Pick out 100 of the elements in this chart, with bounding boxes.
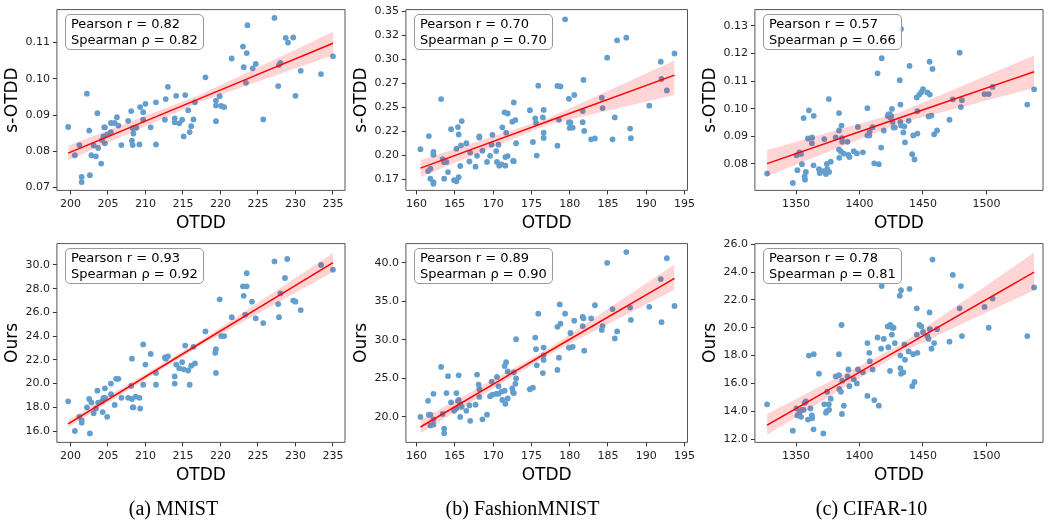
x-tick-label: 225: [247, 196, 269, 210]
y-tick-label: 0.20: [374, 148, 399, 162]
x-tick-label: 1500: [972, 196, 1001, 210]
y-tick-label: 20.0: [723, 320, 748, 334]
y-tick-label: 24.0: [723, 264, 748, 278]
y-tick-label: 30.0: [374, 332, 399, 346]
text: (b) FashionMNIST: [445, 497, 600, 521]
annotation: Spearman ρ = 0.90: [419, 265, 547, 282]
y-tick-label: 0.25: [374, 100, 399, 114]
x-tick-label: 235: [322, 448, 344, 462]
x-tick-label: 1500: [972, 448, 1001, 462]
y-axis-title: Ours: [698, 322, 719, 364]
y-tick-label: 0.07: [25, 180, 50, 194]
x-tick-label: 190: [635, 196, 657, 210]
y-tick-label: 0.22: [374, 124, 399, 138]
x-tick-label: 175: [520, 196, 542, 210]
annotation: Pearson r = 0.82: [70, 15, 182, 32]
y-tick-label: 12.0: [723, 431, 748, 445]
y-tick-label: 22.0: [25, 352, 50, 366]
y-axis-title: Ours: [349, 322, 370, 364]
annotation: Spearman ρ = 0.81: [768, 265, 896, 282]
x-tick-label: 1450: [908, 448, 937, 462]
x-tick-label: 1350: [782, 448, 811, 462]
y-tick-label: 26.0: [25, 305, 50, 319]
annotation: Spearman ρ = 0.82: [70, 31, 198, 48]
x-tick-label: 220: [209, 448, 231, 462]
y-tick-label: 16.0: [723, 376, 748, 390]
y-tick-label: 26.0: [723, 237, 748, 251]
annotation: Pearson r = 0.70: [419, 15, 531, 32]
x-tick-label: 230: [284, 196, 306, 210]
y-tick-label: 40.0: [374, 255, 399, 269]
y-tick-label: 20.0: [25, 376, 50, 390]
y-tick-label: 18.0: [723, 348, 748, 362]
x-tick-label: 210: [134, 448, 156, 462]
x-tick-label: 160: [406, 448, 428, 462]
x-tick-label: 180: [559, 448, 581, 462]
text: (c) CIFAR-10: [815, 497, 928, 521]
annotation: Spearman ρ = 0.66: [768, 31, 896, 48]
y-tick-label: 0.11: [25, 35, 50, 49]
x-axis-title: OTDD: [175, 212, 226, 233]
y-tick-label: 0.27: [374, 76, 399, 90]
y-tick-label: 35.0: [374, 294, 399, 308]
y-axis-title: s-OTDD: [349, 67, 370, 133]
y-tick-label: 0.32: [374, 28, 399, 42]
y-tick-label: 20.0: [374, 409, 399, 423]
x-tick-label: 1400: [845, 196, 874, 210]
x-tick-label: 195: [673, 196, 695, 210]
x-tick-label: 175: [520, 448, 542, 462]
x-axis-title: OTDD: [521, 464, 572, 485]
y-tick-label: 0.30: [374, 52, 399, 66]
annotation: Pearson r = 0.93: [70, 249, 182, 266]
y-tick-label: 0.13: [723, 18, 748, 32]
x-tick-label: 170: [482, 196, 504, 210]
x-tick-label: 205: [97, 448, 119, 462]
x-tick-label: 195: [673, 448, 695, 462]
y-tick-label: 0.10: [723, 101, 748, 115]
x-tick-label: 165: [444, 196, 466, 210]
y-tick-label: 30.0: [25, 257, 50, 271]
x-tick-label: 185: [597, 196, 619, 210]
x-tick-label: 215: [172, 196, 194, 210]
y-tick-label: 24.0: [25, 328, 50, 342]
x-axis-title: OTDD: [175, 464, 226, 485]
y-axis-title: s-OTDD: [0, 67, 21, 133]
annotation: Pearson r = 0.57: [768, 15, 880, 32]
y-tick-label: 0.12: [723, 46, 748, 60]
x-tick-label: 180: [559, 196, 581, 210]
x-tick-label: 200: [59, 196, 81, 210]
annotation: Spearman ρ = 0.92: [70, 265, 198, 282]
y-tick-label: 0.09: [25, 107, 50, 121]
x-tick-label: 190: [635, 448, 657, 462]
x-tick-label: 200: [59, 448, 81, 462]
y-tick-label: 0.08: [723, 156, 748, 170]
y-tick-label: 0.09: [723, 129, 748, 143]
x-tick-label: 225: [247, 448, 269, 462]
y-tick-label: 25.0: [374, 371, 399, 385]
annotation: Spearman ρ = 0.70: [419, 31, 547, 48]
x-tick-label: 1450: [908, 196, 937, 210]
y-axis-title: s-OTDD: [698, 67, 719, 133]
y-tick-label: 14.0: [723, 404, 748, 418]
y-tick-label: 16.0: [25, 423, 50, 437]
text: (a) MNIST: [128, 497, 219, 521]
x-tick-label: 170: [482, 448, 504, 462]
annotation: Pearson r = 0.78: [768, 249, 880, 266]
y-tick-label: 22.0: [723, 292, 748, 306]
x-tick-label: 1400: [845, 448, 874, 462]
x-tick-label: 235: [322, 196, 344, 210]
x-tick-label: 220: [209, 196, 231, 210]
x-axis-title: OTDD: [521, 212, 572, 233]
x-tick-label: 205: [97, 196, 119, 210]
annotation: Pearson r = 0.89: [419, 249, 531, 266]
y-tick-label: 0.35: [374, 4, 399, 18]
x-tick-label: 210: [134, 196, 156, 210]
y-tick-label: 0.17: [374, 172, 399, 186]
x-axis-title: OTDD: [873, 464, 924, 485]
y-tick-label: 28.0: [25, 281, 50, 295]
y-tick-label: 0.08: [25, 144, 50, 158]
x-axis-title: OTDD: [873, 212, 924, 233]
y-tick-label: 0.11: [723, 73, 748, 87]
x-tick-label: 230: [284, 448, 306, 462]
y-tick-label: 18.0: [25, 400, 50, 414]
